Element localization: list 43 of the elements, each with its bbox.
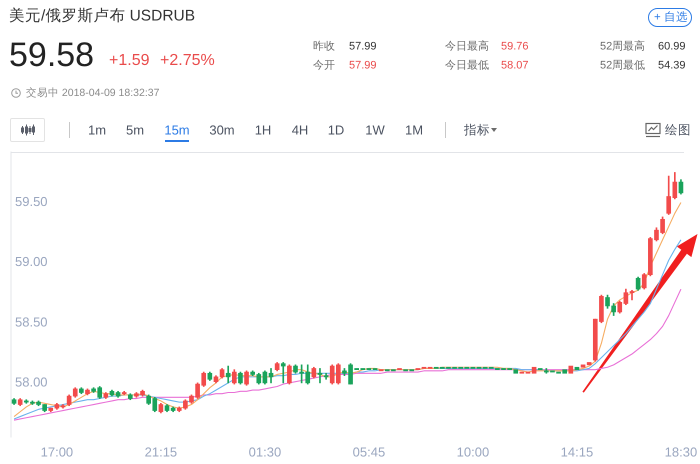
- candlestick: [318, 368, 322, 384]
- text: 52周最高: [600, 40, 646, 52]
- y-tick-label: 58.50: [15, 314, 48, 330]
- text: 5m: [126, 122, 144, 138]
- text: 58.07: [501, 60, 529, 72]
- text: 15m: [164, 122, 190, 138]
- text: 指标: [464, 122, 490, 137]
- text: 1m: [88, 122, 106, 138]
- text: 绘图: [665, 122, 691, 137]
- text: 1M: [404, 122, 424, 138]
- x-tick-label: 01:30: [248, 444, 282, 460]
- add-button: + 自选: [648, 8, 692, 27]
- text: 57.99: [349, 60, 377, 72]
- x-tick-label: 14:15: [560, 444, 594, 460]
- text: 1H: [254, 122, 272, 138]
- x-tick-label: 05:45: [352, 444, 386, 460]
- x-tick-label: 17:00: [40, 444, 74, 460]
- candlestick: [568, 366, 574, 374]
- text: 1D: [328, 122, 344, 138]
- x-tick-label: 18:30: [664, 444, 698, 460]
- text: 交易中 2018-04-09 18:32:37: [26, 86, 160, 99]
- y-tick-label: 59.00: [15, 254, 48, 270]
- y-tick-label: 59.50: [15, 194, 48, 210]
- text: 54.39: [658, 60, 686, 72]
- text: 60.99: [658, 40, 686, 52]
- text: 美元/俄罗斯卢布 USDRUB: [9, 7, 196, 24]
- x-tick-label: 21:15: [144, 444, 178, 460]
- text: 4H: [292, 122, 308, 138]
- text: +2.75%: [160, 52, 215, 69]
- text: 52周最低: [600, 60, 646, 72]
- text: 今开: [313, 60, 335, 72]
- text: 今日最高: [445, 40, 489, 52]
- x-tick-label: 10:00: [456, 444, 490, 460]
- text: 59.76: [501, 40, 529, 52]
- y-tick-label: 58.00: [15, 374, 48, 390]
- text: 59.58: [9, 36, 94, 74]
- text: 57.99: [349, 40, 377, 52]
- text: 1W: [365, 122, 385, 138]
- text: 今日最低: [445, 60, 489, 72]
- candlestick: [574, 366, 580, 370]
- text: 30m: [209, 122, 235, 138]
- text: +1.59: [109, 52, 150, 69]
- text: 昨收: [313, 40, 335, 52]
